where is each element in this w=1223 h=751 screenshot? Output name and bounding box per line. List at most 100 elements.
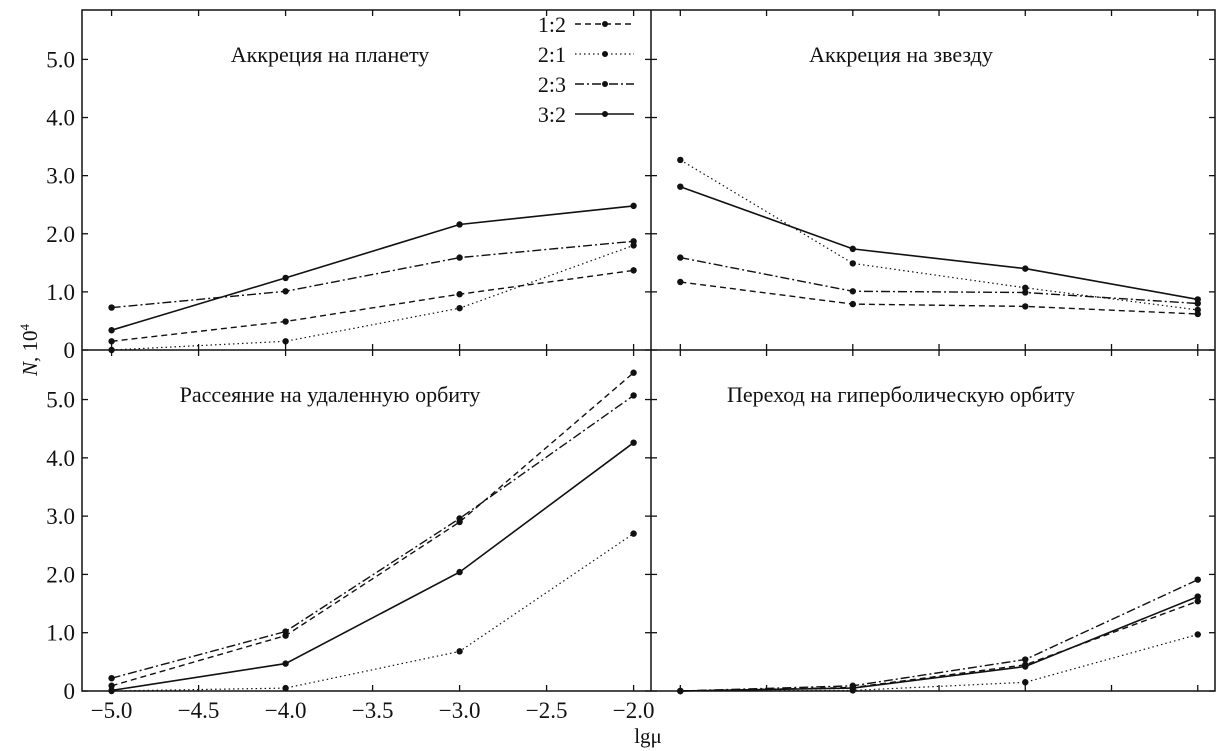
series-line-2-3 (111, 240, 634, 309)
data-point-3-2 (849, 245, 856, 253)
data-point-2-1 (1022, 284, 1029, 292)
series-line-2-1 (111, 533, 634, 692)
data-point-2-1 (108, 346, 115, 354)
legend-label: 1:2 (538, 12, 566, 37)
panel-1 (108, 202, 637, 354)
data-point-2-1 (1194, 306, 1201, 314)
panel-title-4: Переход на гиперболическую орбиту (727, 382, 1075, 407)
data-point-2-3 (108, 674, 115, 682)
data-point-2-1 (1022, 679, 1029, 686)
data-point-3-2 (1022, 265, 1029, 272)
data-point-3-2 (282, 660, 289, 667)
y-tick-label-bottom: 1.0 (46, 621, 75, 646)
series-line-2-1 (679, 159, 1198, 311)
legend-marker (602, 51, 608, 57)
y-tick-label-bottom: 4.0 (46, 446, 75, 471)
legend: 1:2 2:1 2:3 3:2 (538, 12, 634, 127)
data-point-3-2 (677, 183, 684, 190)
data-point-2-3 (456, 254, 463, 261)
data-point-1-2 (849, 300, 856, 308)
panel-titles: Аккреция на планету Аккреция на звезду Рас… (180, 42, 1075, 407)
y-axis-label-unit: 10 (18, 330, 42, 351)
x-tick-label: −4.0 (265, 698, 307, 723)
data-point-1-2 (630, 369, 637, 376)
panel-2 (677, 156, 1201, 318)
data-point-3-2 (282, 274, 289, 282)
series-line-3-2 (680, 185, 1198, 301)
data-point-2-1 (1194, 631, 1201, 638)
data-point-3-2 (677, 687, 684, 695)
series-line-1-2 (111, 372, 635, 687)
series-line-2-3 (680, 256, 1198, 305)
x-tick-label: −2.5 (526, 698, 568, 723)
data-series (108, 156, 1201, 695)
data-point-2-1 (849, 260, 856, 267)
data-point-1-2 (677, 278, 684, 286)
data-point-3-2 (630, 202, 637, 210)
data-point-1-2 (630, 267, 637, 274)
y-tick-label-top: 4.0 (46, 106, 75, 131)
y-axis-label-exponent: 4 (17, 323, 32, 330)
series-line-3-2 (111, 442, 635, 692)
panel-title-1: Аккреция на планету (231, 42, 430, 67)
series-line-2-3 (111, 394, 635, 679)
y-axis-label-sep: , (18, 351, 42, 362)
y-tick-label-top: 1.0 (46, 280, 75, 305)
y-tick-label-bottom: 5.0 (46, 388, 75, 413)
series-line-1-2 (680, 281, 1198, 315)
data-point-2-3 (456, 515, 463, 522)
axis-ticks: −5.0 −4.5 −4.0 −3.5 −3.0 −2.5 −2.0 0 0 1.0 1.0 2.0 2… (46, 10, 1215, 723)
y-tick-label-bottom: 0 (64, 679, 76, 704)
series-line-2-1 (111, 244, 634, 351)
y-axis-label-main: N (18, 361, 42, 377)
data-point-2-3 (677, 254, 684, 261)
series-line-1-2 (111, 269, 634, 342)
data-point-2-3 (849, 288, 856, 295)
data-point-2-1 (456, 648, 463, 655)
data-point-2-3 (1022, 289, 1029, 296)
data-point-3-2 (1022, 663, 1029, 670)
series-line-3-2 (111, 205, 634, 331)
panel-title-3: Рассеяние на удаленную орбиту (180, 382, 481, 407)
data-point-2-1 (282, 684, 289, 692)
legend-label: 2:1 (538, 42, 566, 67)
data-point-2-1 (677, 156, 684, 164)
data-point-1-2 (108, 338, 115, 345)
data-point-2-3 (282, 288, 289, 295)
data-point-2-3 (108, 304, 115, 311)
y-tick-label-top: 2.0 (46, 222, 75, 247)
data-point-3-2 (630, 439, 637, 446)
data-point-2-3 (630, 238, 637, 245)
legend-label: 2:3 (538, 72, 566, 97)
series-line-3-2 (680, 595, 1199, 692)
y-tick-label-bottom: 2.0 (46, 562, 75, 587)
data-point-3-2 (849, 684, 856, 692)
data-point-1-2 (456, 291, 463, 298)
panel-4 (677, 576, 1201, 695)
data-point-1-2 (1022, 303, 1029, 310)
data-point-3-2 (108, 687, 115, 694)
series-line-2-3 (680, 579, 1199, 692)
x-tick-label: −3.5 (352, 698, 394, 723)
data-point-2-3 (282, 628, 289, 635)
data-point-2-3 (1194, 576, 1201, 583)
data-point-3-2 (456, 221, 463, 228)
data-point-2-3 (1022, 656, 1029, 663)
legend-marker (602, 81, 608, 87)
legend-marker (602, 21, 608, 27)
legend-label: 3:2 (538, 102, 566, 127)
data-point-1-2 (108, 682, 115, 689)
data-point-2-1 (630, 530, 637, 537)
x-tick-label: −2.0 (613, 698, 655, 723)
x-tick-label: −5.0 (91, 698, 133, 723)
y-axis-label: N, 104 (17, 323, 42, 377)
data-point-1-2 (1194, 598, 1201, 605)
data-point-2-1 (456, 304, 463, 312)
data-point-1-2 (282, 318, 289, 325)
series-line-2-1 (680, 633, 1198, 692)
y-tick-label-bottom: 3.0 (46, 504, 75, 529)
y-tick-label-top: 0 (64, 338, 76, 363)
x-tick-label: −4.5 (178, 698, 220, 723)
y-tick-label-top: 5.0 (46, 47, 75, 72)
data-point-3-2 (108, 327, 115, 334)
